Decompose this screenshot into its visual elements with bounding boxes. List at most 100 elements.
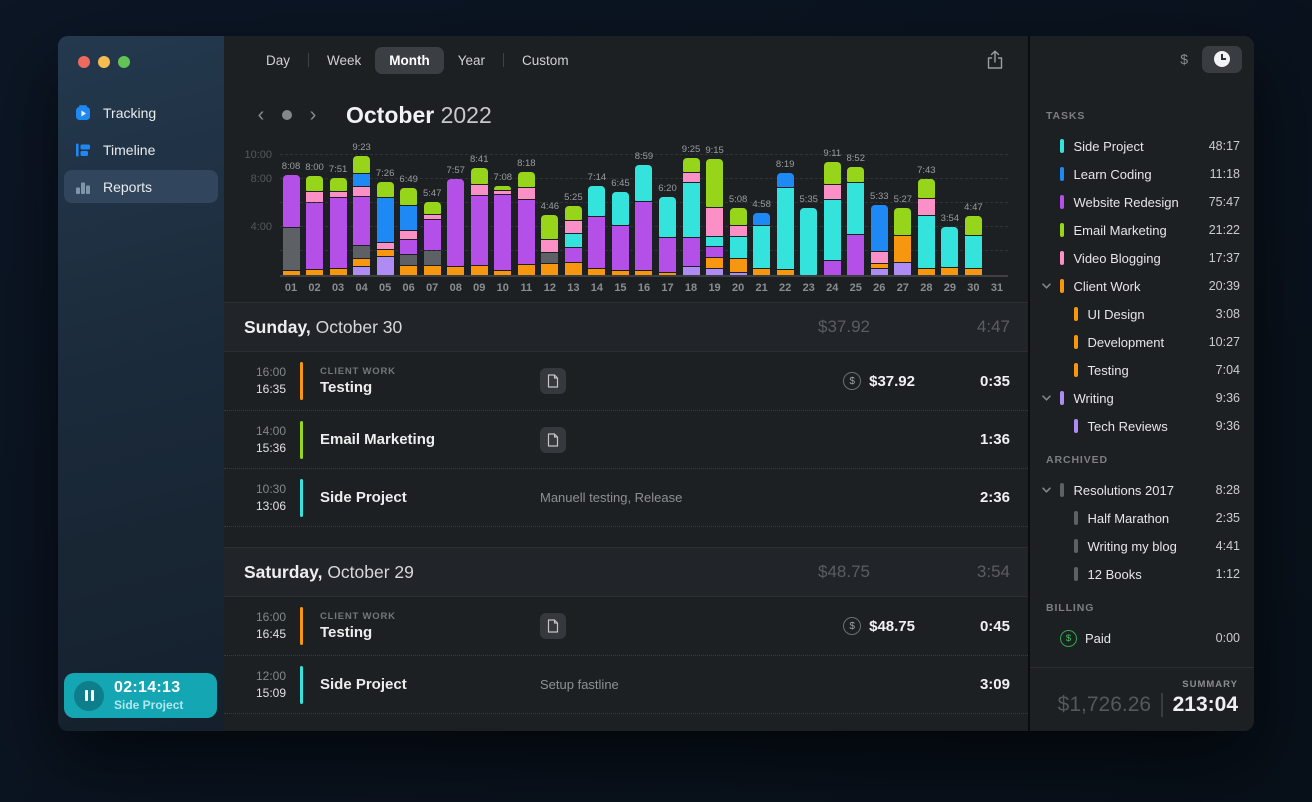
time-entry-row[interactable]: 12:00 15:09 Side Project Setup fastline 3:09 xyxy=(224,655,1028,713)
chart-bar[interactable]: 8:41 xyxy=(470,150,489,275)
time-toggle[interactable] xyxy=(1202,45,1242,73)
entry-duration: 0:35 xyxy=(979,372,1010,390)
task-list-item[interactable]: Side Project 48:17 xyxy=(1042,132,1240,160)
task-list-item[interactable]: Writing my blog 4:41 xyxy=(1042,532,1240,560)
task-list-item[interactable]: Email Marketing 21:22 xyxy=(1042,216,1240,244)
zoom-window-icon[interactable] xyxy=(118,56,130,68)
note-icon[interactable] xyxy=(540,368,566,394)
chart-bar[interactable]: 8:08 xyxy=(282,150,300,275)
minimize-window-icon[interactable] xyxy=(98,56,110,68)
chart-bar[interactable]: 7:26 xyxy=(376,150,394,275)
tab-custom[interactable]: Custom xyxy=(522,52,569,68)
chart-bar[interactable]: 5:27 xyxy=(894,150,912,275)
bar-segment-orange xyxy=(729,259,747,272)
chart-bar[interactable]: 7:57 xyxy=(446,150,465,275)
chart-bar[interactable]: 8:00 xyxy=(305,150,324,275)
task-list-item[interactable]: $ Paid 0:00 xyxy=(1042,624,1240,652)
task-list-item[interactable]: Writing 9:36 xyxy=(1042,384,1240,412)
chart-bar[interactable]: 7:08 xyxy=(494,150,512,275)
close-window-icon[interactable] xyxy=(78,56,90,68)
sidebar-item-timeline[interactable]: Timeline xyxy=(64,133,218,166)
bar-segment-orange xyxy=(329,269,347,275)
note-icon[interactable] xyxy=(540,613,566,639)
bar-total-label: 5:33 xyxy=(870,191,889,202)
bar-stack xyxy=(541,215,559,275)
tab-year[interactable]: Year xyxy=(457,52,486,68)
chevron-down-icon[interactable] xyxy=(1042,487,1060,493)
chart-bar[interactable]: 9:11 xyxy=(823,148,841,275)
chart-bar[interactable]: 8:52 xyxy=(847,150,865,275)
task-list-item[interactable]: Website Redesign 75:47 xyxy=(1042,188,1240,216)
bar-segment-gray xyxy=(423,251,441,265)
chart-bar[interactable]: 7:51 xyxy=(329,150,347,275)
task-list-item[interactable]: Half Marathon 2:35 xyxy=(1042,504,1240,532)
task-list-item[interactable]: Client Work 20:39 xyxy=(1042,272,1240,300)
chart-bar[interactable]: 6:20 xyxy=(658,150,677,275)
sidebar-item-reports[interactable]: Reports xyxy=(64,170,218,203)
prev-period-icon[interactable]: ‹ xyxy=(257,104,265,126)
bar-segment-lilac xyxy=(729,273,747,275)
time-entry-row[interactable]: 10:30 13:06 Side Project Manuell testing, R… xyxy=(224,468,1028,526)
chart-bar[interactable]: 5:47 xyxy=(423,150,441,275)
page-title: October 2022 xyxy=(346,102,492,129)
bar-segment-orange xyxy=(447,267,465,275)
currency-toggle[interactable]: $ xyxy=(1180,51,1188,67)
chart-bar[interactable]: 9:25 xyxy=(682,144,700,275)
task-list-item[interactable]: UI Design 3:08 xyxy=(1042,300,1240,328)
bar-segment-purple xyxy=(282,175,300,227)
chart-bar[interactable]: 5:33 xyxy=(870,150,889,275)
tab-day[interactable]: Day xyxy=(266,52,291,68)
chevron-down-icon[interactable] xyxy=(1042,395,1060,401)
bar-stack xyxy=(823,162,841,275)
chart-gridline xyxy=(280,154,1008,155)
time-entry-row[interactable]: 16:00 16:45 CLIENT WORK Testing $ $48.75 0:45 xyxy=(224,597,1028,655)
next-period-icon[interactable]: › xyxy=(309,104,317,126)
chart-bar[interactable]: 4:46 xyxy=(541,150,559,275)
entry-color-bar xyxy=(300,420,303,459)
bar-total-label: 8:41 xyxy=(470,154,489,165)
chart-bar[interactable]: 8:18 xyxy=(517,150,536,275)
running-timer[interactable]: 02:14:13 Side Project xyxy=(64,673,217,718)
task-list-item[interactable]: Video Blogging 17:37 xyxy=(1042,244,1240,272)
chart-bar[interactable]: 5:35 xyxy=(799,150,818,275)
chart-bar[interactable]: 8:19 xyxy=(776,150,794,275)
task-duration: 10:27 xyxy=(1208,335,1240,349)
chart-bar[interactable]: 9:23 xyxy=(352,142,371,275)
task-list-item[interactable]: Development 10:27 xyxy=(1042,328,1240,356)
chart-bar[interactable]: 5:08 xyxy=(729,150,747,275)
entry-end-time: 15:09 xyxy=(255,685,286,700)
chart-bar[interactable]: 6:49 xyxy=(399,150,418,275)
chart-bar[interactable]: 7:14 xyxy=(588,150,606,275)
time-entry-row[interactable]: 16:00 16:35 CLIENT WORK Testing $ $37.92 0:35 xyxy=(224,352,1028,410)
task-name: Testing xyxy=(1087,362,1129,378)
pause-icon[interactable] xyxy=(74,680,104,711)
task-list-item[interactable]: Testing 7:04 xyxy=(1042,356,1240,384)
task-list-item[interactable]: Learn Coding 11:18 xyxy=(1042,160,1240,188)
chart-bar[interactable]: 5:25 xyxy=(564,150,583,275)
entry-parent-task: CLIENT WORK xyxy=(320,611,396,622)
chart-bar[interactable]: 8:59 xyxy=(635,150,653,275)
chart-bar[interactable]: 7:43 xyxy=(917,150,936,275)
task-list-item[interactable]: Resolutions 2017 8:28 xyxy=(1042,476,1240,504)
chevron-down-icon[interactable] xyxy=(1042,283,1060,289)
chart-bar[interactable]: 9:15 xyxy=(705,145,724,275)
chart-bar[interactable]: 6:45 xyxy=(611,150,630,275)
timeline-icon xyxy=(74,141,92,159)
bar-segment-cyan xyxy=(776,188,794,269)
bar-segment-green xyxy=(964,216,982,235)
note-icon[interactable] xyxy=(540,426,566,453)
chart-bar[interactable]: 4:58 xyxy=(752,150,771,275)
chart-bar[interactable] xyxy=(988,150,1006,275)
sidebar-item-tracking[interactable]: Tracking xyxy=(64,96,218,129)
tab-week[interactable]: Week xyxy=(327,52,362,68)
task-color-pill xyxy=(1074,511,1078,525)
chart-bar[interactable]: 3:54 xyxy=(941,150,959,275)
task-list-item[interactable]: 12 Books 1:12 xyxy=(1042,560,1240,588)
chart-bar[interactable]: 4:47 xyxy=(964,150,983,275)
time-entry-row[interactable]: 14:00 15:36 Email Marketing 1:36 xyxy=(224,410,1028,468)
current-period-icon[interactable] xyxy=(282,110,292,120)
task-duration: 9:36 xyxy=(1215,419,1240,433)
task-list-item[interactable]: Tech Reviews 9:36 xyxy=(1042,412,1240,440)
share-icon[interactable] xyxy=(986,50,1004,70)
tab-month[interactable]: Month xyxy=(375,46,444,74)
